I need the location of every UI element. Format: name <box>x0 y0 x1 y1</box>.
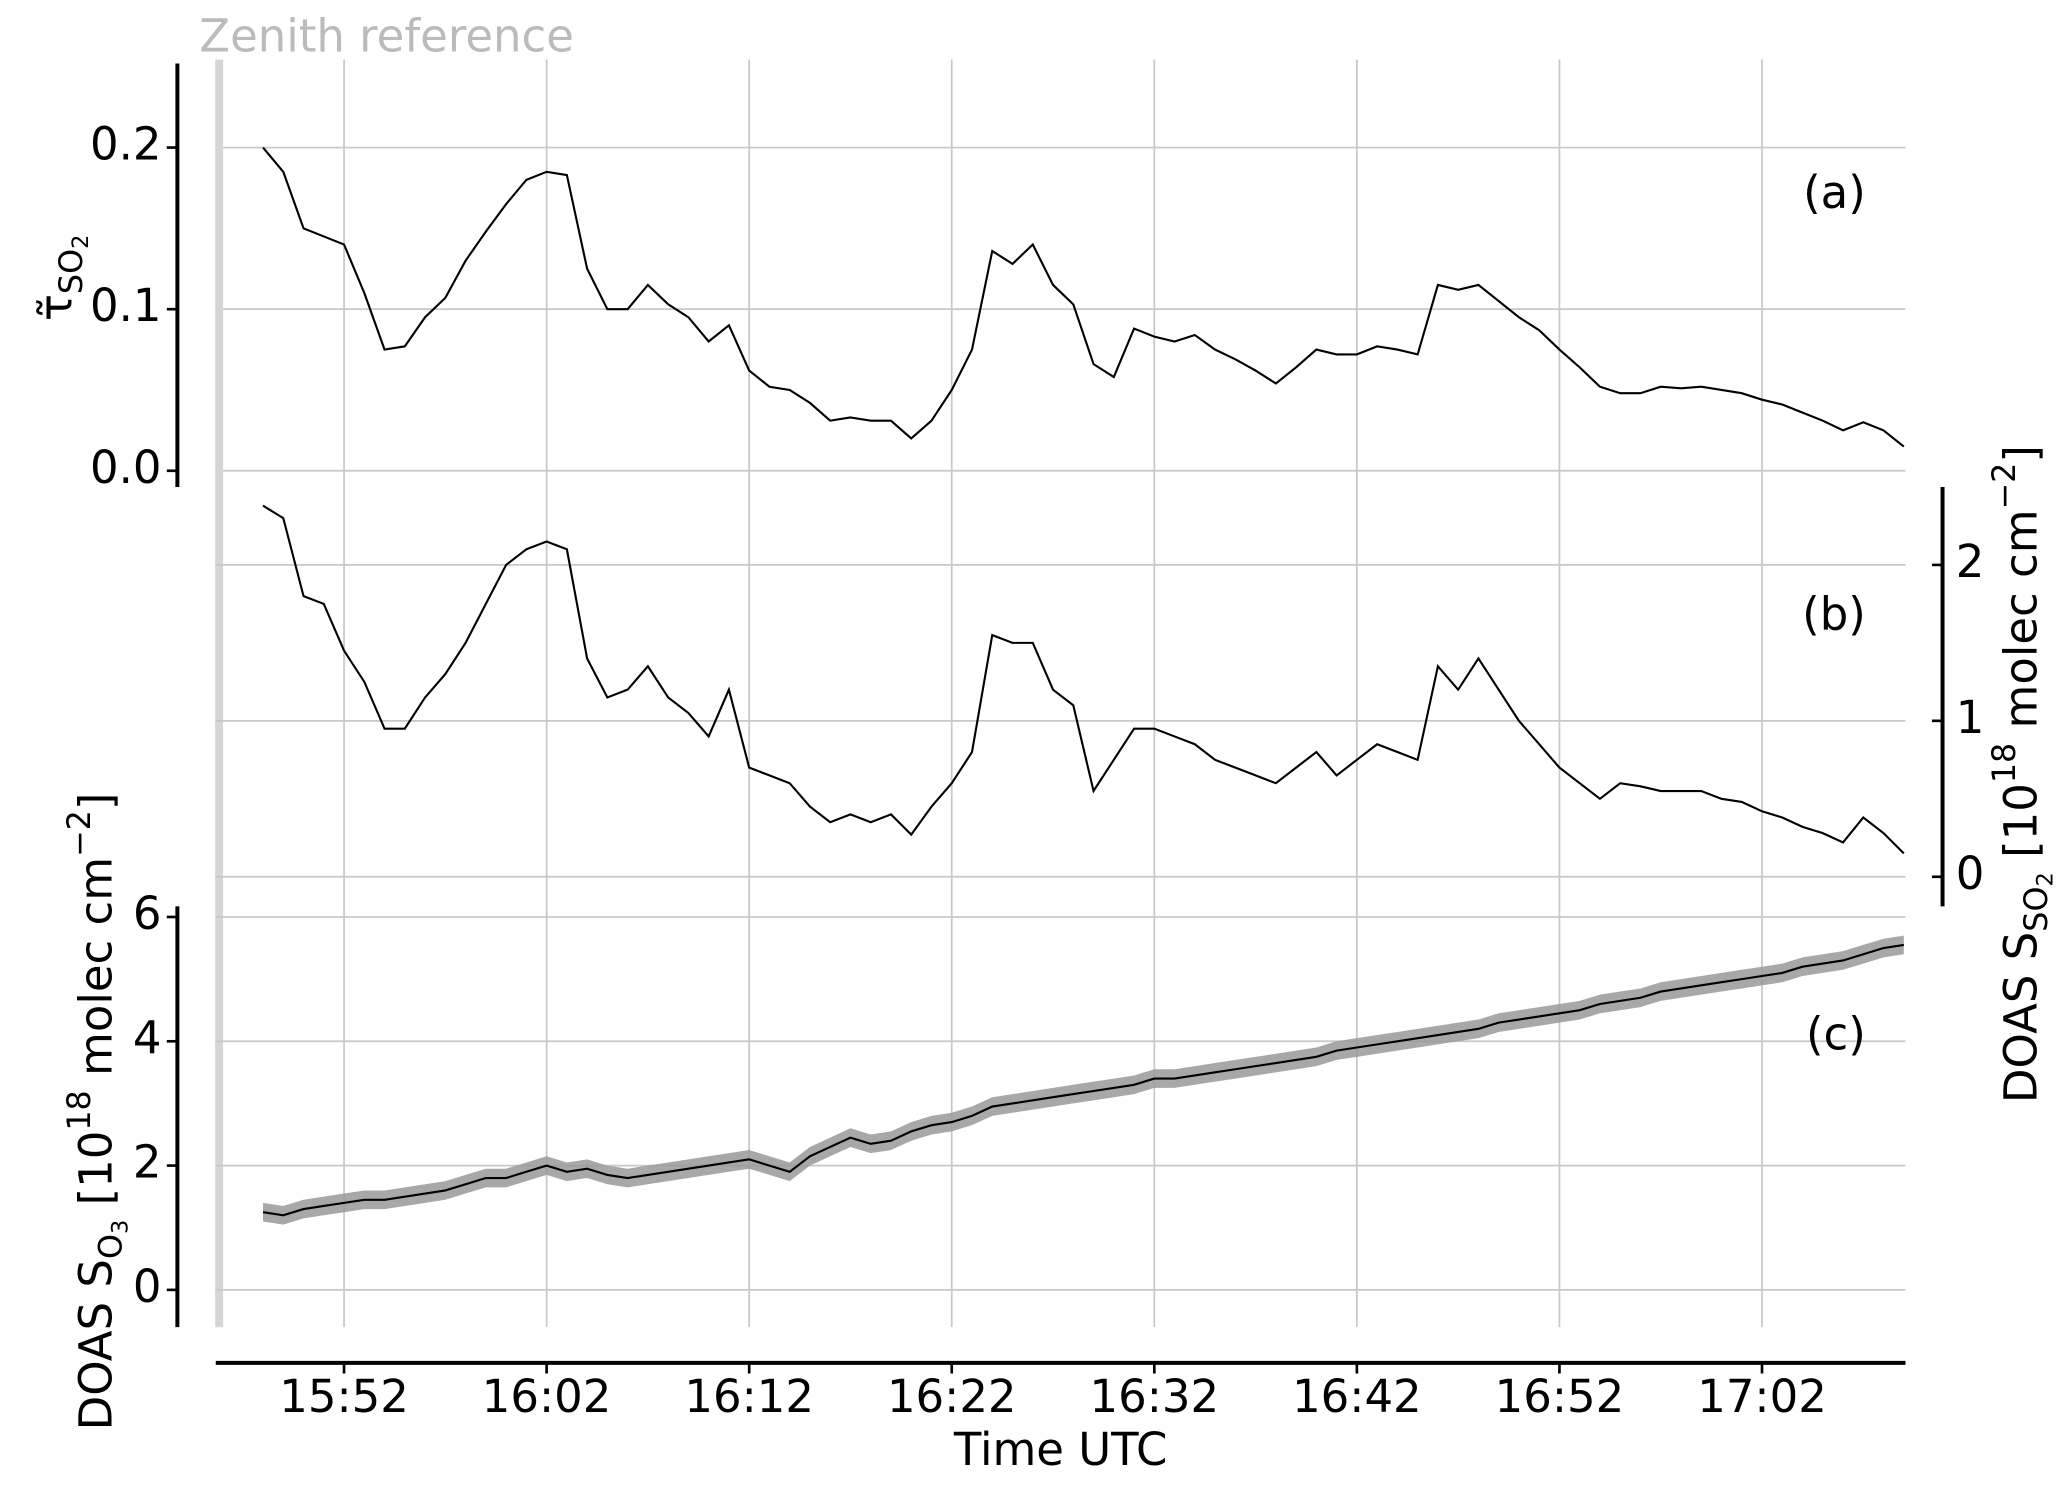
y-tick-label: 6 <box>133 887 162 940</box>
x-tick-label: 16:22 <box>887 1370 1017 1423</box>
y-label-part: DOAS S <box>69 1259 122 1430</box>
y-label-part: 2 <box>2032 872 2058 886</box>
y-label-part: 18 <box>62 1090 98 1130</box>
y-axis-label: DOAS SSO2 [1018 molec cm−2] <box>1987 445 2058 1103</box>
y-label-part: SO <box>2019 887 2055 932</box>
x-tick-label: 16:02 <box>482 1370 612 1423</box>
y-label-part: SO <box>54 249 90 294</box>
y-label-part: [10 <box>1995 783 2048 872</box>
y-label-part: DOAS S <box>1995 932 2048 1103</box>
y-tick-label: 2 <box>133 1136 162 1189</box>
y-axis-label: DOAS SO3 [1018 molec cm−2] <box>62 793 133 1431</box>
y-tick-label: 1 <box>1956 691 1985 744</box>
x-tick-label: 16:32 <box>1090 1370 1220 1423</box>
y-label-part: 2 <box>67 235 93 249</box>
y-label-part: O <box>94 1234 130 1259</box>
y-label-part: [10 <box>69 1131 122 1220</box>
x-tick-label: 16:42 <box>1292 1370 1422 1423</box>
data-line <box>262 943 1904 1217</box>
panel-label: (b) <box>1802 587 1866 640</box>
annotation: Zenith reference <box>199 10 574 63</box>
y-tick-label: 0 <box>133 1260 162 1313</box>
x-tick-label: 16:52 <box>1495 1370 1625 1423</box>
y-label-part: τ̃ <box>30 294 83 321</box>
y-axis-label: τ̃SO2 <box>30 235 94 322</box>
y-label-part: molec cm <box>1995 509 2048 742</box>
x-tick-label: 15:52 <box>279 1370 409 1423</box>
y-tick-label: 0.0 <box>90 441 162 494</box>
y-tick-label: 0.2 <box>90 118 162 171</box>
panel-label: (c) <box>1806 1007 1866 1060</box>
y-label-part: ] <box>69 793 122 811</box>
data-line <box>262 504 1905 855</box>
y-label-part: ] <box>1995 445 2048 463</box>
x-tick-label: 16:12 <box>684 1370 814 1423</box>
y-tick-label: 4 <box>133 1011 162 1064</box>
x-tick-label: 17:02 <box>1697 1370 1827 1423</box>
data-line <box>262 146 1905 448</box>
y-label-part: −2 <box>62 810 98 857</box>
x-axis-label: Time UTC <box>953 1423 1168 1476</box>
y-tick-label: 0.1 <box>90 279 162 332</box>
y-tick-label: 2 <box>1956 535 1985 588</box>
zenith-band <box>215 59 224 1328</box>
error-band <box>263 935 1904 1225</box>
y-label-part: molec cm <box>69 857 122 1090</box>
panel-label: (a) <box>1803 166 1866 219</box>
y-label-part: −2 <box>1987 463 2023 510</box>
y-label-part: 3 <box>107 1220 133 1234</box>
y-tick-label: 0 <box>1956 847 1985 900</box>
y-label-part: 18 <box>1987 743 2023 783</box>
